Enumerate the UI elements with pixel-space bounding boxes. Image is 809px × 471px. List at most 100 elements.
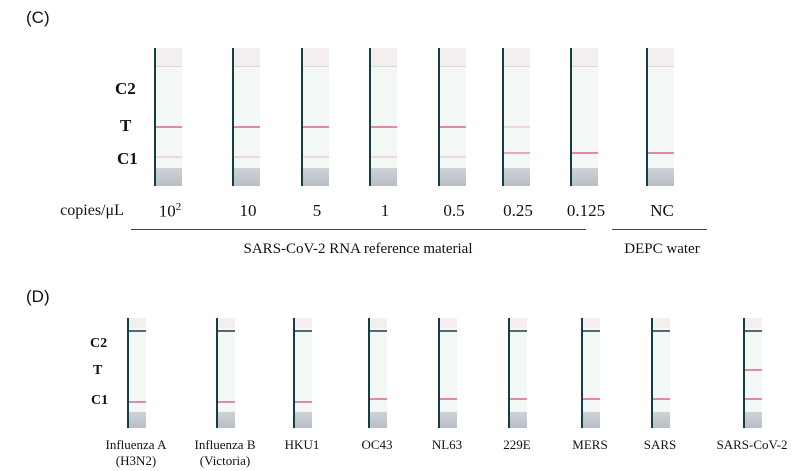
c1-line [295, 401, 312, 403]
sample-label: HKU1 [285, 437, 320, 453]
value: 10 [158, 201, 176, 221]
test-strip [301, 48, 329, 186]
test-strip [154, 48, 182, 186]
strip-pad [371, 168, 397, 186]
exponent: 2 [175, 201, 182, 213]
strip-cap [303, 48, 329, 67]
value: NC [650, 201, 674, 220]
concentration-label: 1 [381, 201, 390, 221]
c1-line [572, 152, 598, 154]
c1-line [745, 398, 762, 400]
sample-name: HKU1 [284, 437, 320, 452]
control-line [583, 330, 600, 332]
c1-line [156, 156, 182, 158]
strip-pad [653, 412, 670, 428]
test-strip [508, 318, 527, 428]
sample-name: NL63 [431, 437, 463, 452]
test-strip [438, 48, 466, 186]
concentration-label: 0.25 [503, 201, 533, 221]
test-strip [232, 48, 260, 186]
zone-t-label: T [93, 363, 103, 378]
strip-cap [510, 318, 527, 328]
t-line [504, 126, 530, 128]
test-strip [438, 318, 457, 428]
strip-pad [234, 168, 260, 186]
test-strip [369, 48, 397, 186]
t-line [156, 126, 182, 128]
test-strip [216, 318, 235, 428]
zone-c2-label: C2 [90, 336, 108, 351]
rna-group-rule [131, 229, 586, 230]
control-line [440, 330, 457, 332]
strip-cap [583, 318, 600, 328]
value: 0.25 [503, 201, 533, 220]
t-line [371, 126, 397, 128]
test-strip [127, 318, 146, 428]
c1-line [440, 398, 457, 400]
sample-subtype: (H3N2) [115, 453, 157, 468]
sample-label: OC43 [361, 437, 392, 453]
control-line [370, 330, 387, 332]
strip-cap [129, 318, 146, 328]
sample-label: 229E [503, 437, 530, 453]
panel-c-label: (C) [26, 8, 50, 27]
strip-cap [440, 48, 466, 67]
t-line [440, 126, 466, 128]
sample-name: SARS [643, 437, 677, 452]
concentration-label: 5 [313, 201, 322, 221]
concentration-label: 0.125 [567, 201, 605, 221]
strip-pad [504, 168, 530, 186]
sample-label: NL63 [432, 437, 462, 453]
strip-pad [303, 168, 329, 186]
sample-name: Influenza B [194, 437, 256, 452]
test-strip [581, 318, 600, 428]
value: 10 [239, 201, 257, 220]
test-strip [743, 318, 762, 428]
sample-label: MERS [572, 437, 607, 453]
c1-line [303, 156, 329, 158]
strip-pad [156, 168, 182, 186]
sample-name: MERS [572, 437, 608, 452]
test-strip [570, 48, 598, 186]
test-strip [646, 48, 674, 186]
strip-pad [510, 412, 527, 428]
zone-c2-label: C2 [115, 79, 136, 98]
sample-label: SARS [644, 437, 677, 453]
strip-cap [653, 318, 670, 328]
strip-pad [745, 412, 762, 428]
strip-cap [504, 48, 530, 67]
control-line [295, 330, 312, 332]
strip-pad [572, 168, 598, 186]
t-line [234, 126, 260, 128]
c1-line [583, 398, 600, 400]
rna-group-label: SARS-CoV-2 RNA reference material [243, 241, 473, 257]
strip-pad [440, 412, 457, 428]
sample-name: Influenza A [105, 437, 167, 452]
strip-cap [371, 48, 397, 67]
sample-label: SARS-CoV-2 [716, 437, 787, 453]
strip-cap [745, 318, 762, 328]
sample-name: 229E [503, 437, 531, 452]
water-group-label: DEPC water [624, 241, 700, 257]
strip-cap [295, 318, 312, 328]
strip-cap [156, 48, 182, 67]
sample-label: Influenza B (Victoria) [194, 437, 255, 469]
strip-cap [648, 48, 674, 67]
c1-line [371, 156, 397, 158]
concentration-label: NC [650, 201, 674, 221]
c1-line [370, 398, 387, 400]
sample-label: Influenza A (H3N2) [105, 437, 166, 469]
strip-cap [370, 318, 387, 328]
strip-pad [648, 168, 674, 186]
t-line [745, 369, 762, 371]
concentration-label: 0.5 [443, 201, 464, 221]
strip-pad [370, 412, 387, 428]
test-strip [368, 318, 387, 428]
control-line [745, 330, 762, 332]
control-line [510, 330, 527, 332]
zone-c1-label: C1 [91, 393, 109, 408]
sample-name: SARS-CoV-2 [716, 437, 788, 452]
test-strip [502, 48, 530, 186]
strip-cap [234, 48, 260, 67]
